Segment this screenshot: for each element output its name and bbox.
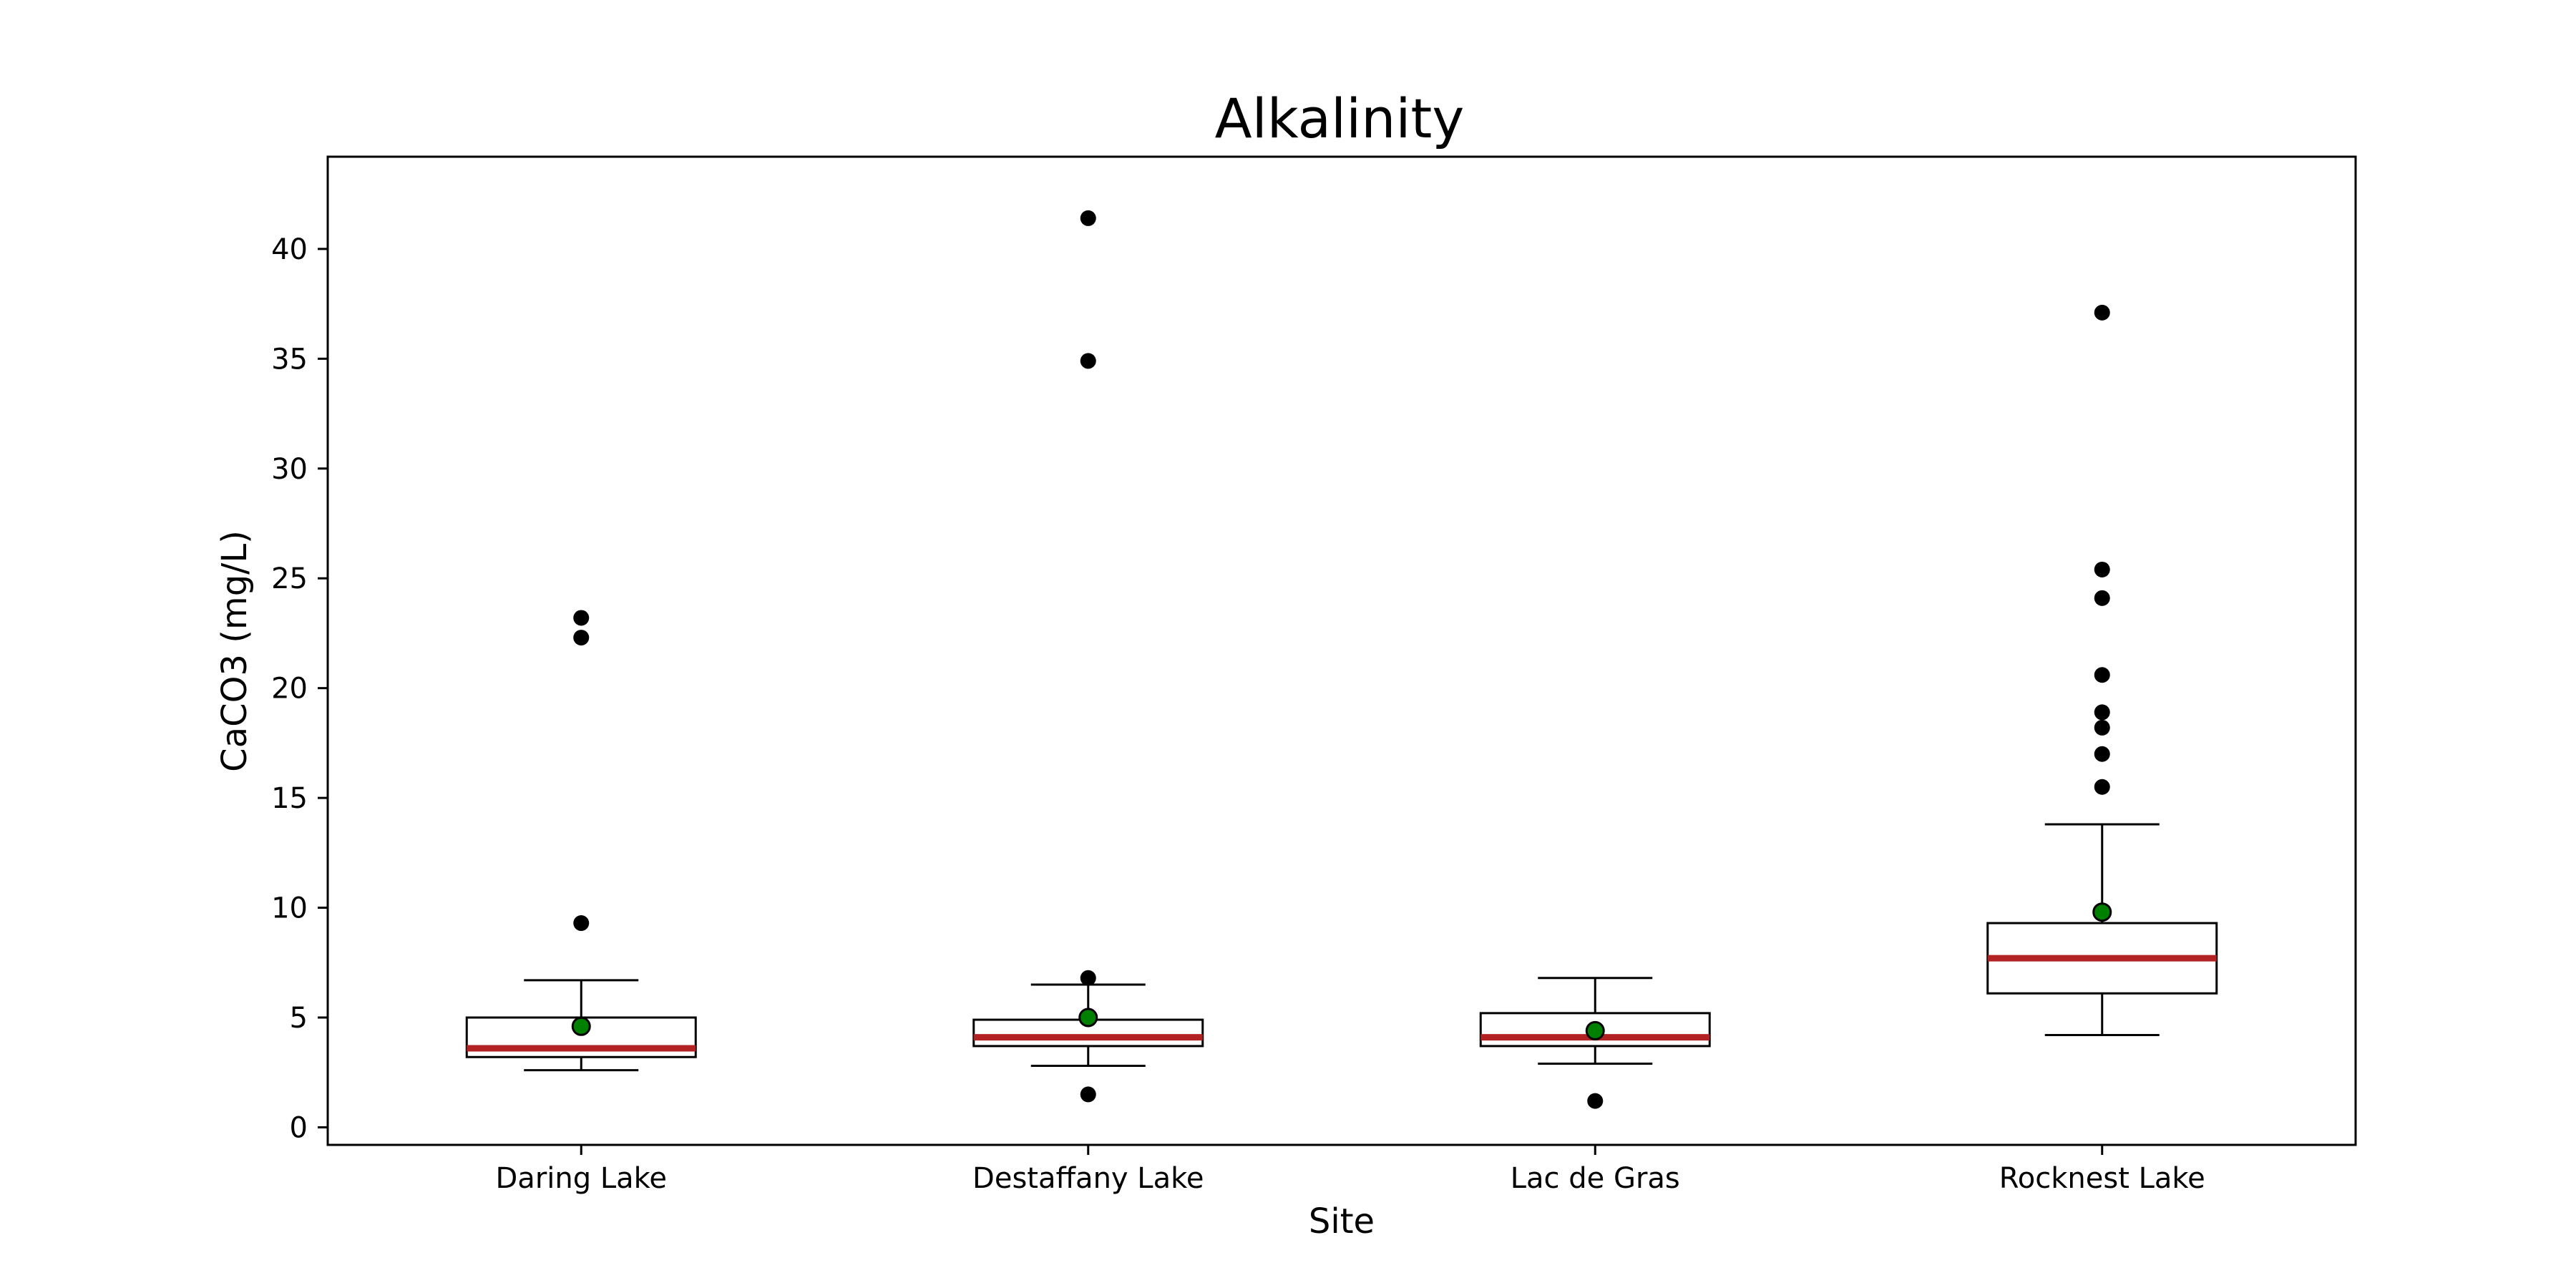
y-tick-label: 30 <box>271 453 308 486</box>
outlier-point <box>1080 970 1096 986</box>
x-tick-label: Daring Lake <box>496 1162 667 1195</box>
x-tick-label: Destaffany Lake <box>972 1162 1204 1195</box>
mean-marker <box>571 1016 591 1036</box>
outlier-point <box>573 630 590 646</box>
outlier-point <box>1080 1086 1096 1103</box>
box-group <box>465 610 697 1072</box>
outlier-point <box>2094 746 2110 762</box>
y-tick-label: 35 <box>271 343 308 376</box>
outlier-point <box>2094 704 2110 721</box>
x-axis-title: Site <box>1309 1201 1375 1241</box>
box-group <box>972 210 1204 1103</box>
x-tick-label: Rocknest Lake <box>1999 1162 2205 1195</box>
outlier-point <box>2094 304 2110 321</box>
box-group <box>1986 304 2218 1037</box>
y-tick-label: 25 <box>271 562 308 595</box>
outlier-point <box>2094 779 2110 795</box>
box-group <box>1479 977 1711 1109</box>
outlier-point <box>573 610 590 626</box>
boxes-layer <box>465 210 2218 1109</box>
y-tick-label: 5 <box>290 1002 308 1035</box>
y-tick-label: 40 <box>271 233 308 266</box>
outlier-point <box>2094 719 2110 736</box>
mean-marker <box>2092 902 2112 922</box>
mean-marker <box>1585 1020 1605 1040</box>
outlier-point <box>1080 210 1096 226</box>
y-axis-title: CaCO3 (mg/L) <box>215 530 255 772</box>
y-tick-label: 0 <box>290 1111 308 1144</box>
mean-marker <box>1078 1008 1098 1028</box>
outlier-point <box>573 915 590 932</box>
x-tick-label: Lac de Gras <box>1511 1162 1680 1195</box>
plot-frame <box>326 155 2357 1146</box>
y-axis: 0 5 10 15 20 25 30 35 40 <box>271 233 328 1144</box>
outlier-point <box>2094 667 2110 683</box>
outlier-point <box>2094 561 2110 577</box>
outlier-point <box>1080 353 1096 369</box>
chart-title: Alkalinity <box>1215 87 1465 150</box>
y-tick-label: 15 <box>271 782 308 815</box>
y-tick-label: 10 <box>271 892 308 925</box>
outlier-point <box>2094 590 2110 606</box>
outlier-point <box>1587 1093 1604 1109</box>
y-tick-label: 20 <box>271 673 308 706</box>
x-axis: Daring Lake Destaffany Lake Lac de Gras Roc… <box>496 1145 2205 1195</box>
